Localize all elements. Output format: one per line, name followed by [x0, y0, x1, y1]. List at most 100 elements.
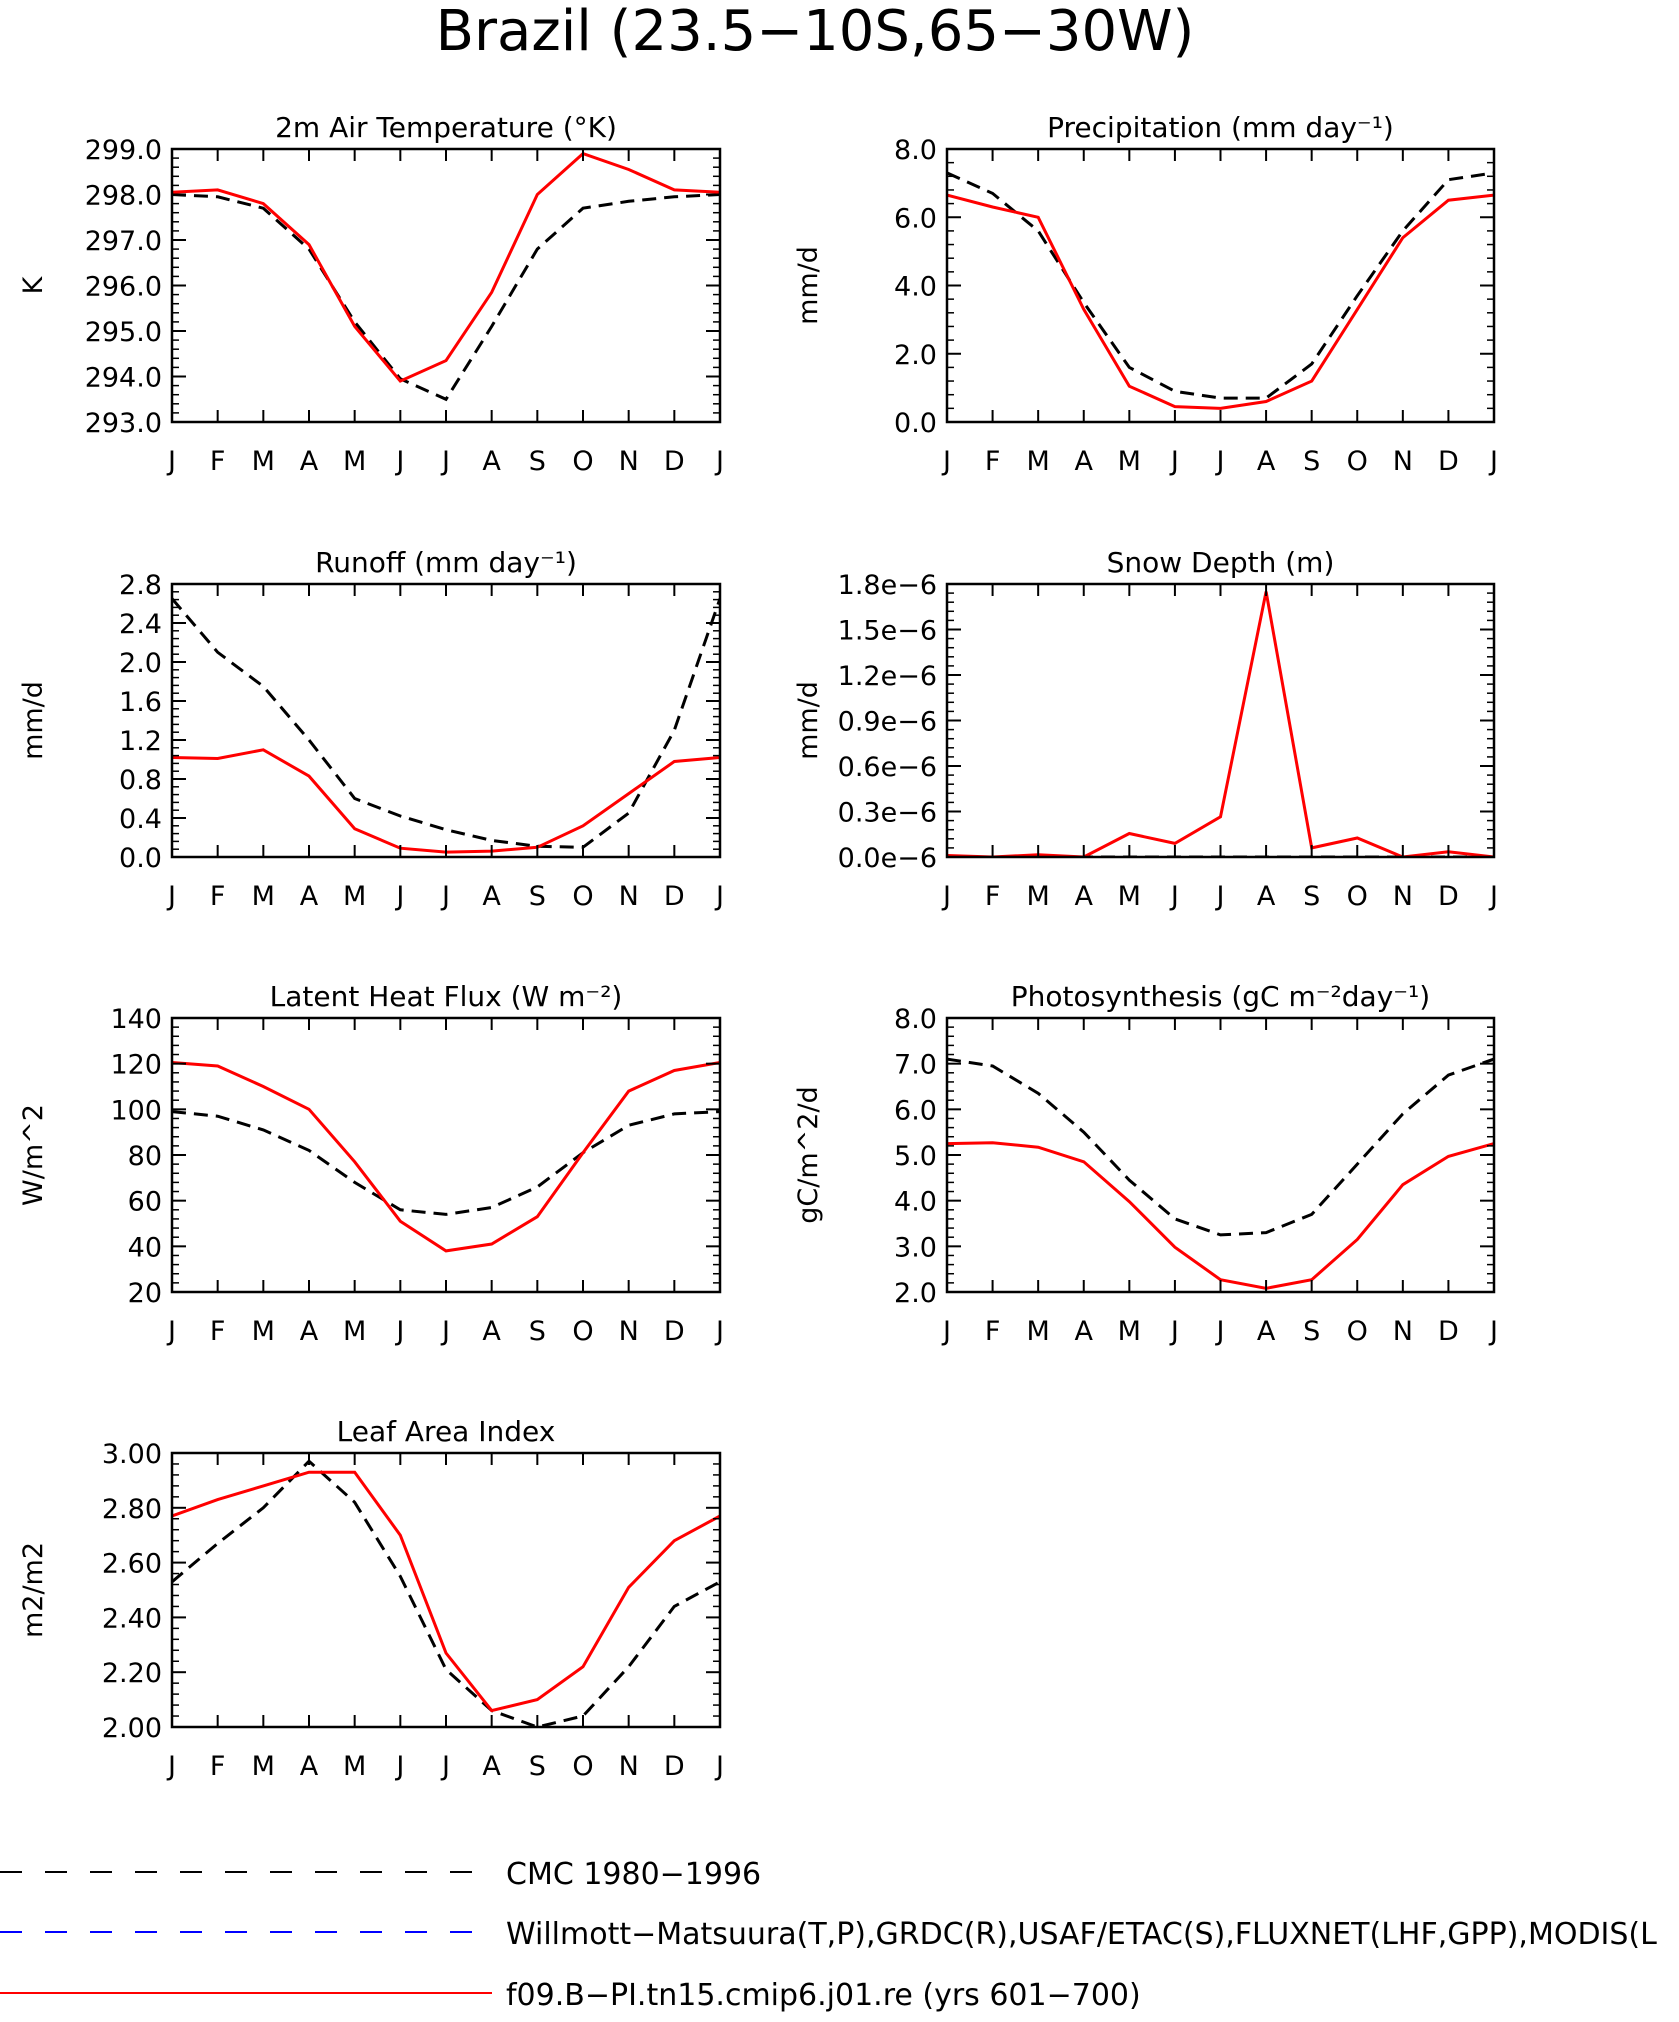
- series-line-obs: [947, 1057, 1494, 1237]
- x-tick-label: N: [1393, 881, 1413, 912]
- panel-title: Latent Heat Flux (W m⁻²): [270, 980, 623, 1013]
- x-tick-label: D: [1438, 446, 1459, 477]
- y-tick-label: 299.0: [85, 135, 162, 166]
- x-tick-label: S: [1303, 446, 1320, 477]
- y-tick-label: 2.0: [894, 1278, 937, 1309]
- x-tick-label: O: [572, 881, 593, 912]
- x-tick-label: F: [210, 881, 226, 912]
- y-tick-label: 6.0: [894, 1095, 937, 1126]
- x-tick-label: J: [1169, 1316, 1179, 1347]
- legend-label-model: f09.B−PI.tn15.cmip6.j01.re (yrs 601−700): [506, 1978, 1141, 2013]
- x-tick-label: S: [529, 1316, 546, 1347]
- y-tick-label: 0.9e−6: [838, 707, 937, 738]
- plot-frame: [170, 147, 722, 424]
- panel-title: Precipitation (mm day⁻¹): [1047, 111, 1394, 144]
- series-line-obs: [172, 1110, 720, 1216]
- panel-title: 2m Air Temperature (°K): [275, 111, 617, 144]
- x-tick-label: D: [664, 1316, 685, 1347]
- x-tick-label: S: [1303, 881, 1320, 912]
- series-line-model: [172, 151, 720, 383]
- y-tick-label: 0.3e−6: [838, 798, 937, 829]
- x-tick-label: A: [1257, 881, 1276, 912]
- panel-title: Runoff (mm day⁻¹): [315, 546, 577, 579]
- plot-frame: [170, 1451, 722, 1729]
- y-tick-label: 0.0e−6: [838, 843, 937, 874]
- y-tick-label: 140: [110, 1004, 162, 1035]
- panel-runoff-mm-day: Runoff (mm day⁻¹)mm/dJ F M A M J J A S O N D J0.00.4…: [18, 546, 724, 912]
- y-tick-label: 0.0: [119, 843, 162, 874]
- x-tick-label: F: [985, 1316, 1001, 1347]
- y-tick-label: 0.0: [894, 408, 937, 439]
- y-tick-label: 2.4: [119, 609, 162, 640]
- x-tick-label: J: [1169, 446, 1179, 477]
- x-tick-label: J: [714, 881, 724, 912]
- x-tick-label: J: [440, 881, 450, 912]
- x-tick-label: J: [394, 881, 404, 912]
- y-tick-label: 4.0: [894, 1187, 937, 1218]
- y-tick-label: 5.0: [894, 1141, 937, 1172]
- y-tick-label: 1.6: [119, 687, 162, 718]
- x-tick-label: M: [343, 446, 366, 477]
- x-tick-label: M: [252, 1751, 275, 1782]
- legend: CMC 1980−1996 Willmott−Matsuura(T,P),GRD…: [0, 1857, 1657, 2013]
- x-tick-label: A: [300, 1316, 319, 1347]
- y-tick-label: 2.8: [119, 570, 162, 601]
- y-tick-label: 8.0: [894, 135, 937, 166]
- x-tick-label: O: [1347, 1316, 1368, 1347]
- x-tick-label: O: [1347, 446, 1368, 477]
- x-tick-label: O: [1347, 881, 1368, 912]
- x-tick-label: S: [1303, 1316, 1320, 1347]
- x-tick-label: A: [482, 1751, 501, 1782]
- x-tick-label: M: [1118, 446, 1141, 477]
- x-tick-label: D: [664, 1751, 685, 1782]
- y-tick-label: 2.80: [102, 1494, 162, 1525]
- x-tick-label: D: [664, 446, 685, 477]
- y-tick-label: 7.0: [894, 1050, 937, 1081]
- y-tick-label: 60: [128, 1187, 162, 1218]
- y-tick-label: 297.0: [85, 226, 162, 257]
- x-tick-label: J: [714, 1751, 724, 1782]
- x-tick-label: D: [1438, 881, 1459, 912]
- x-tick-label: F: [985, 446, 1001, 477]
- x-tick-label: N: [1393, 1316, 1413, 1347]
- x-tick-label: J: [1488, 1316, 1498, 1347]
- y-tick-label: 1.2e−6: [838, 661, 937, 692]
- x-tick-label: J: [440, 1316, 450, 1347]
- y-axis-label: W/m^2: [18, 1104, 49, 1206]
- x-tick-label: M: [343, 881, 366, 912]
- x-tick-label: J: [166, 881, 176, 912]
- x-tick-label: F: [985, 881, 1001, 912]
- series-line-model: [172, 1061, 720, 1253]
- y-axis-label: gC/m^2/d: [793, 1086, 824, 1223]
- y-tick-label: 4.0: [894, 272, 937, 303]
- x-tick-label: M: [1027, 1316, 1050, 1347]
- x-tick-label: J: [1169, 881, 1179, 912]
- x-tick-label: O: [572, 446, 593, 477]
- x-tick-label: M: [252, 446, 275, 477]
- y-tick-label: 0.8: [119, 765, 162, 796]
- legend-entry-willmott: Willmott−Matsuura(T,P),GRDC(R),USAF/ETAC…: [0, 1917, 1657, 1952]
- legend-entry-model: f09.B−PI.tn15.cmip6.j01.re (yrs 601−700): [0, 1978, 1141, 2013]
- y-axis-label: K: [18, 275, 49, 294]
- x-tick-label: J: [394, 1316, 404, 1347]
- x-tick-label: A: [1257, 446, 1276, 477]
- x-tick-label: J: [394, 446, 404, 477]
- x-tick-label: J: [941, 1316, 951, 1347]
- x-tick-label: J: [166, 1316, 176, 1347]
- x-tick-label: J: [1215, 446, 1225, 477]
- y-tick-label: 2.00: [102, 1713, 162, 1744]
- x-tick-label: M: [1027, 446, 1050, 477]
- x-tick-label: M: [1027, 881, 1050, 912]
- x-tick-label: N: [619, 1316, 639, 1347]
- x-tick-label: S: [529, 446, 546, 477]
- series-line-obs: [947, 171, 1494, 400]
- panels: 2m Air Temperature (°K)KJ F M A M J J A S O N D J293…: [18, 111, 1498, 1782]
- x-tick-label: M: [343, 1751, 366, 1782]
- x-tick-label: D: [664, 881, 685, 912]
- series-line-model: [947, 1141, 1494, 1290]
- panel-latent-heat-flux-w-m: Latent Heat Flux (W m⁻²)W/m^2J F M A M J J A S O N…: [18, 980, 724, 1347]
- y-tick-label: 2.60: [102, 1549, 162, 1580]
- y-tick-label: 1.8e−6: [838, 570, 937, 601]
